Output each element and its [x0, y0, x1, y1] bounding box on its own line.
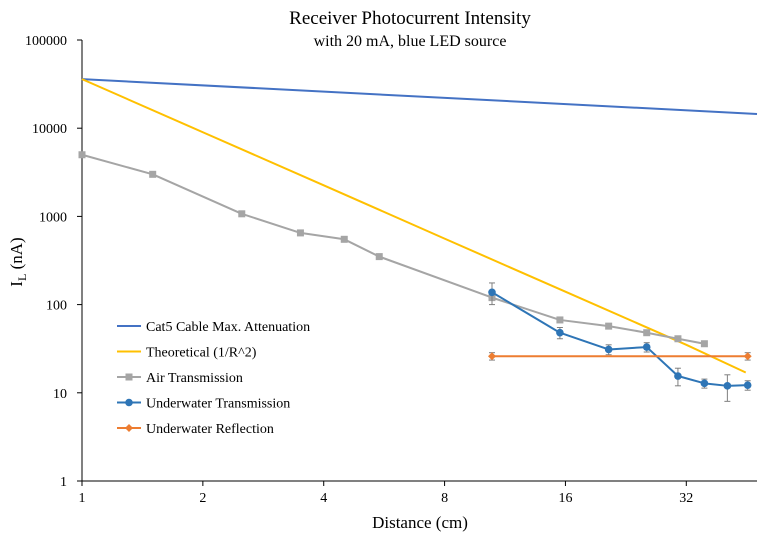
legend-item: Cat5 Cable Max. Attenuation: [117, 320, 310, 335]
legend-item: Air Transmission: [117, 371, 243, 386]
y-tick-label: 1000: [39, 210, 67, 225]
data-point: [78, 151, 86, 159]
legend-label: Air Transmission: [146, 371, 243, 386]
legend-marker: [125, 373, 133, 381]
series-line: [81, 78, 758, 115]
plot-area: [78, 78, 758, 402]
data-point: [487, 352, 496, 361]
data-point: [700, 379, 709, 388]
y-axis-title-subscript: L: [15, 274, 29, 281]
legend-marker: [125, 398, 133, 407]
series-underwater-transmission: [488, 282, 752, 402]
x-axis-title: Distance (cm): [372, 513, 468, 532]
series-line: [491, 291, 748, 387]
data-point: [375, 253, 383, 261]
data-point: [296, 229, 304, 237]
data-point: [674, 335, 682, 343]
x-tick-label: 32: [679, 491, 693, 506]
x-tick-label: 1: [79, 491, 86, 506]
data-point: [488, 288, 496, 297]
y-tick-labels: 1 10 100 1000 10000 100000: [25, 34, 67, 490]
chart-subtitle: with 20 mA, blue LED source: [314, 33, 507, 50]
y-axis-title-main: I: [7, 281, 26, 287]
x-tick-label: 16: [558, 491, 572, 506]
data-point: [556, 328, 564, 337]
legend-item: Underwater Transmission: [117, 397, 290, 412]
series-line: [81, 153, 705, 345]
series-cat5-cable-max-attenuation: [81, 78, 758, 115]
y-axis-title: IL (nA): [7, 237, 29, 286]
legend-item: Theoretical (1/R^2): [117, 346, 257, 361]
data-point: [556, 316, 564, 324]
legend-marker: [125, 424, 133, 432]
x-tick-label: 2: [199, 491, 206, 506]
data-point: [642, 343, 651, 351]
data-point: [743, 352, 752, 361]
data-point: [643, 329, 651, 337]
data-point: [340, 235, 348, 243]
x-tick-labels: 1 2 4 8 16 32: [79, 491, 694, 506]
y-tick-label: 100000: [25, 34, 67, 49]
y-tick-label: 10000: [32, 122, 67, 137]
x-tick-label: 8: [441, 491, 448, 506]
y-axis-title-unit: (nA): [7, 237, 26, 273]
data-point: [604, 345, 613, 354]
legend-label: Theoretical (1/R^2): [146, 346, 257, 361]
data-point: [723, 382, 732, 390]
data-point: [605, 322, 613, 330]
legend-label: Underwater Reflection: [146, 422, 274, 437]
data-point: [700, 340, 708, 348]
legend: Cat5 Cable Max. Attenuation Theoretical (…: [117, 320, 310, 437]
x-tick-label: 4: [320, 491, 327, 506]
data-point: [149, 170, 157, 178]
data-point: [674, 372, 682, 380]
y-tick-label: 100: [46, 299, 67, 314]
series-underwater-reflection: [487, 352, 752, 361]
series-air-transmission: [78, 151, 708, 348]
legend-label: Underwater Transmission: [146, 397, 290, 412]
series-theoretical-1-r-2: [81, 78, 747, 374]
legend-item: Underwater Reflection: [117, 422, 274, 437]
chart-title: Receiver Photocurrent Intensity: [289, 8, 531, 29]
y-tick-label: 10: [53, 387, 67, 402]
axes: [77, 39, 757, 486]
data-point: [238, 210, 246, 218]
series-line: [81, 78, 747, 374]
y-tick-label: 1: [60, 475, 67, 490]
data-point: [743, 381, 752, 389]
legend-label: Cat5 Cable Max. Attenuation: [146, 320, 310, 335]
